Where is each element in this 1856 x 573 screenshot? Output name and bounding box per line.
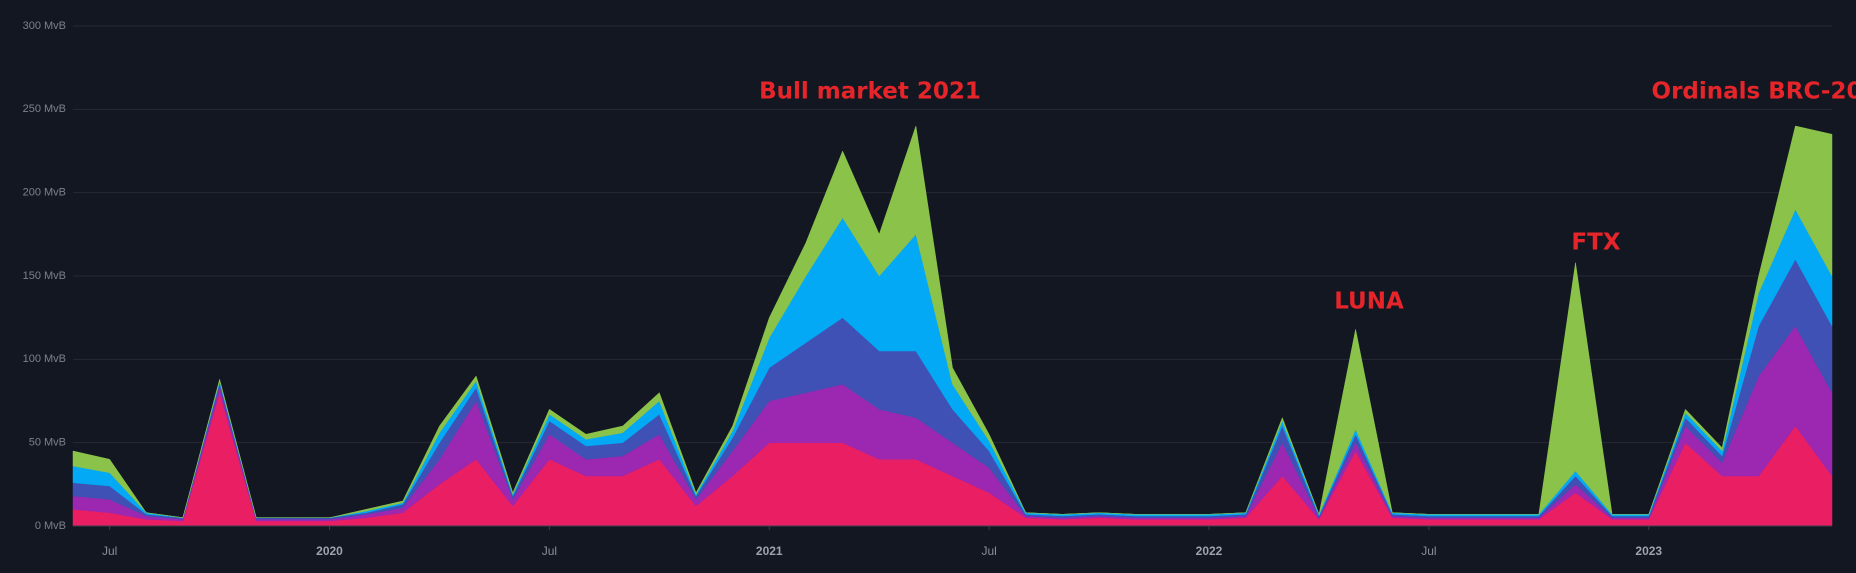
y-tick-label: 100 MvB — [23, 353, 66, 365]
area — [72, 125, 1833, 518]
y-tick-label: 50 MvB — [29, 437, 66, 449]
x-tick-label: 2023 — [1635, 544, 1662, 558]
x-tick-label: Jul — [102, 544, 117, 558]
annotation: Ordinals BRC-20 — [1652, 79, 1856, 105]
x-tick-label: 2020 — [316, 544, 343, 558]
y-tick-label: 250 MvB — [23, 103, 66, 115]
annotation: Bull market 2021 — [759, 79, 981, 105]
x-tick-label: Jul — [981, 544, 996, 558]
y-tick-label: 150 MvB — [23, 270, 66, 282]
x-tick-label: Jul — [542, 544, 557, 558]
y-tick-label: 300 MvB — [23, 20, 66, 32]
x-tick-label: 2021 — [756, 544, 783, 558]
y-tick-label: 0 MvB — [35, 520, 66, 532]
annotation: LUNA — [1334, 289, 1404, 315]
annotation: FTX — [1571, 230, 1620, 256]
x-tick-label: 2022 — [1196, 544, 1223, 558]
x-tick-label: Jul — [1421, 544, 1436, 558]
y-tick-label: 200 MvB — [23, 187, 66, 199]
